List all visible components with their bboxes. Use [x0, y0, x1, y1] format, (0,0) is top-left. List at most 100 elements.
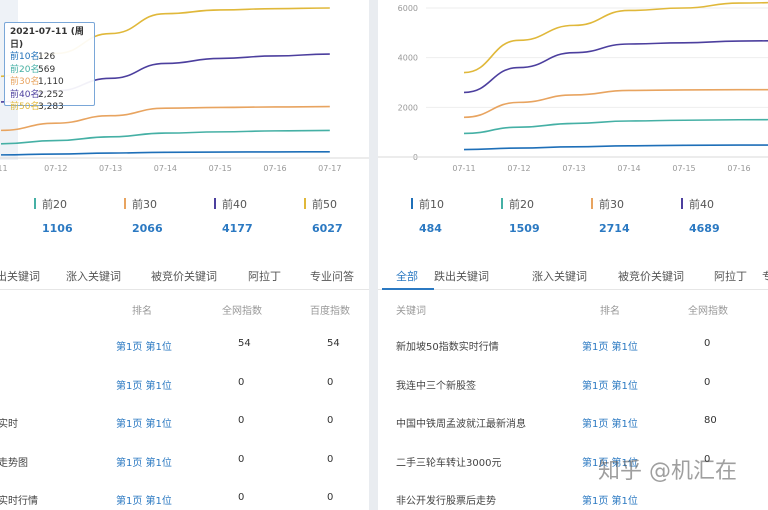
right-stats: 前10 484 前20 1509 前30 2714 前40 4689: [378, 196, 768, 246]
keyword-cell[interactable]: 二手三轮车转让3000元: [396, 457, 502, 469]
table-row[interactable]: 走势图 第1页 第1位 0 0: [0, 454, 369, 492]
series-line-3: [463, 88, 768, 119]
table-row[interactable]: 第1页 第1位 0 0: [0, 377, 369, 415]
table-row[interactable]: 第1页 第1位 54 54: [0, 338, 369, 376]
stat-label: 前50: [312, 198, 337, 211]
legend-swatch: [304, 198, 306, 209]
tab-2[interactable]: 涨入关键词: [66, 270, 121, 283]
series-line-1: [463, 144, 768, 151]
rank-link[interactable]: 第1页 第1位: [582, 457, 638, 469]
stat-label: 前10: [419, 198, 444, 211]
tooltip-row: 前10名:126: [10, 51, 89, 64]
stat-value: 4177: [222, 222, 253, 235]
x-tick-label: 07-11: [452, 164, 475, 173]
stat-4[interactable]: 前40 4689: [681, 196, 741, 235]
tooltip-series-name: 前20名:: [10, 64, 43, 75]
table-row[interactable]: 二手三轮车转让3000元 第1页 第1位 0: [378, 454, 768, 492]
rank-link[interactable]: 第1页 第1位: [116, 380, 172, 392]
left-tabs: 出关键词 涨入关键词 被竞价关键词 阿拉丁 专业问答: [0, 260, 369, 290]
tab-1[interactable]: 全部: [396, 270, 418, 283]
series-line-5: [463, 1, 768, 74]
rank-link[interactable]: 第1页 第1位: [116, 419, 172, 430]
y-tick-label: 4000: [398, 54, 418, 63]
tab-5[interactable]: 阿拉丁: [714, 270, 747, 283]
table-row[interactable]: 非公开发行股票后走势 第1页 第1位: [378, 492, 768, 510]
keyword-cell[interactable]: 实时: [0, 419, 18, 430]
stat-4[interactable]: 前50 6027: [304, 196, 364, 235]
tab-4[interactable]: 阿拉丁: [248, 270, 281, 283]
x-tick-label: 07-15: [209, 164, 232, 173]
stat-3[interactable]: 前30 2714: [591, 196, 651, 235]
rank-link[interactable]: 第1页 第1位: [582, 342, 638, 353]
active-tab-indicator: [382, 288, 434, 290]
table-row[interactable]: 中国中铁周孟波就江最新消息 第1页 第1位 80: [378, 415, 768, 453]
total-index-cell: 0: [704, 376, 711, 388]
tab-2[interactable]: 跌出关键词: [434, 270, 489, 283]
series-line-1: [0, 150, 330, 156]
total-index-cell: 54: [238, 338, 251, 349]
baidu-index-header[interactable]: 百度指数: [310, 306, 350, 317]
x-tick-label: 07-14: [154, 164, 177, 173]
stat-value: 484: [419, 222, 442, 235]
left-panel: -11 07-12 07-13 07-14 07-15 07-16 07-17 2021-0…: [0, 0, 369, 510]
table-row[interactable]: 新加坡50指数实时行情 第1页 第1位 0: [378, 338, 768, 376]
rank-link[interactable]: 第1页 第1位: [582, 419, 638, 430]
stat-2[interactable]: 前30 2066: [124, 196, 184, 235]
tooltip-series-name: 前30名:: [10, 77, 43, 87]
keyword-cell[interactable]: 中国中铁周孟波就江最新消息: [396, 419, 526, 430]
tab-5[interactable]: 专业问答: [310, 270, 354, 283]
stat-value: 1509: [509, 222, 540, 235]
legend-swatch: [214, 198, 216, 209]
total-index-header[interactable]: 全网指数: [688, 306, 728, 317]
stat-value: 4689: [689, 222, 720, 235]
tooltip-series-value: 569: [38, 64, 56, 75]
rank-link[interactable]: 第1页 第1位: [116, 496, 172, 507]
stat-2[interactable]: 前20 1509: [501, 196, 561, 235]
y-tick-label: 6000: [398, 4, 418, 13]
total-index-cell: 0: [238, 415, 245, 426]
rank-link[interactable]: 第1页 第1位: [582, 380, 638, 392]
stat-1[interactable]: 前20 1106: [34, 196, 94, 235]
tab-4[interactable]: 被竞价关键词: [618, 270, 684, 283]
legend-swatch: [34, 198, 36, 209]
tooltip-series-value: 1,110: [38, 77, 64, 87]
tooltip-series-name: 前50名:: [10, 102, 43, 112]
tooltip-row: 前50名:3,283: [10, 101, 89, 114]
keyword-cell[interactable]: 实时行情: [0, 496, 38, 507]
stat-label: 前30: [132, 198, 157, 211]
stat-3[interactable]: 前40 4177: [214, 196, 274, 235]
keyword-cell[interactable]: 我连中三个新股签: [396, 380, 476, 392]
right-tabs: 全部 跌出关键词 涨入关键词 被竞价关键词 阿拉丁 专: [378, 260, 768, 290]
baidu-index-cell: 54: [327, 338, 340, 349]
x-tick-label: 07-13: [562, 164, 585, 173]
legend-swatch: [681, 198, 683, 209]
tab-6[interactable]: 专: [762, 270, 768, 283]
legend-swatch: [501, 198, 503, 209]
keyword-cell[interactable]: 走势图: [0, 457, 28, 469]
keyword-cell[interactable]: 新加坡50指数实时行情: [396, 342, 499, 353]
table-row[interactable]: 实时行情 第1页 第1位 0 0: [0, 492, 369, 510]
series-line-2: [0, 129, 330, 145]
stat-1[interactable]: 前10 484: [411, 196, 471, 235]
watermark: 知乎 @机汇在: [598, 459, 737, 484]
chart-tooltip: 2021-07-11 (周日) 前10名:126 前20名:569 前30名:1,1…: [4, 22, 95, 112]
legend-swatch: [591, 198, 593, 209]
keyword-cell[interactable]: 非公开发行股票后走势: [396, 496, 496, 507]
rank-link[interactable]: 第1页 第1位: [116, 342, 172, 353]
table-row[interactable]: 我连中三个新股签 第1页 第1位 0: [378, 377, 768, 415]
tooltip-series-value: 126: [38, 52, 56, 62]
tab-1[interactable]: 出关键词: [0, 270, 40, 283]
stat-value: 2066: [132, 222, 163, 235]
tab-3[interactable]: 被竞价关键词: [151, 270, 217, 283]
tooltip-series-name: 前40名:: [10, 89, 43, 100]
baidu-index-cell: 0: [327, 376, 334, 388]
series-line-3: [0, 105, 330, 132]
rank-link[interactable]: 第1页 第1位: [582, 496, 638, 507]
table-row[interactable]: 实时 第1页 第1位 0 0: [0, 415, 369, 453]
rank-link[interactable]: 第1页 第1位: [116, 457, 172, 469]
total-index-header[interactable]: 全网指数: [222, 306, 262, 317]
tab-3[interactable]: 涨入关键词: [532, 270, 587, 283]
x-tick-label: 07-16: [727, 164, 750, 173]
stat-value: 1106: [42, 222, 73, 235]
x-tick-label: -11: [0, 164, 8, 173]
